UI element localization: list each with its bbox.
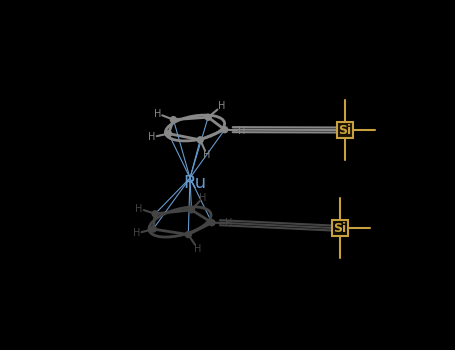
Text: H: H [238, 126, 245, 135]
Circle shape [209, 220, 215, 226]
Text: H: H [154, 108, 161, 119]
Text: H: H [148, 132, 156, 142]
FancyBboxPatch shape [337, 122, 353, 138]
Text: H: H [217, 102, 225, 111]
Circle shape [222, 127, 228, 133]
Text: H: H [225, 218, 233, 228]
Circle shape [152, 211, 158, 217]
Circle shape [150, 226, 156, 232]
FancyBboxPatch shape [332, 220, 348, 236]
Text: Ru: Ru [183, 174, 207, 192]
Text: H: H [133, 229, 141, 238]
Circle shape [171, 117, 177, 122]
Text: Si: Si [339, 124, 352, 136]
Circle shape [185, 232, 191, 238]
Text: H: H [203, 150, 211, 160]
Text: H: H [135, 203, 143, 214]
Text: H: H [194, 244, 201, 254]
Circle shape [205, 114, 211, 120]
Text: Si: Si [334, 222, 347, 235]
Text: H: H [199, 193, 207, 203]
Circle shape [197, 137, 203, 143]
Circle shape [166, 131, 172, 137]
Circle shape [188, 207, 194, 213]
